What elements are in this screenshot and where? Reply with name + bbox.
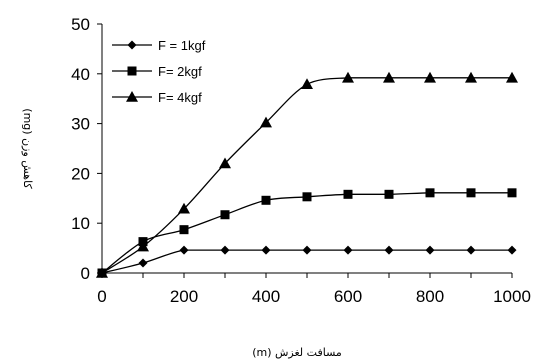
y-tick-label: 30: [71, 115, 90, 134]
data-point-s3-8: [424, 71, 436, 83]
legend-marker-3: [126, 91, 138, 102]
data-point-s1-9: [466, 245, 476, 255]
legend-label-2: F= 2kgf: [158, 64, 202, 79]
x-tick-label: 0: [97, 287, 106, 306]
y-axis-label: کاهش وزن (mg): [21, 108, 34, 189]
data-point-s3-1: [137, 240, 149, 252]
data-point-s1-10: [507, 245, 517, 255]
legend-marker-1: [127, 40, 137, 50]
axes: 0 10 20 30 40 50 0 200 400 600 800 1000: [71, 15, 531, 306]
series-lines: [101, 77, 512, 274]
y-tick-label: 50: [71, 15, 90, 34]
data-point-s1-1: [138, 258, 148, 268]
legend-label-1: F = 1kgf: [158, 38, 206, 53]
data-point-s3-6: [342, 71, 354, 83]
data-point-s2-3: [220, 210, 230, 220]
data-point-s1-7: [384, 245, 394, 255]
legend: F = 1kgf F= 2kgf F= 4kgf: [112, 38, 206, 105]
y-tick-label: 20: [71, 164, 90, 183]
x-tick-label: 1000: [493, 287, 531, 306]
series-line-2: [101, 192, 512, 274]
data-point-s3-7: [383, 71, 395, 83]
series-markers: [96, 71, 518, 278]
data-point-s2-5: [302, 192, 312, 202]
data-point-s1-4: [261, 245, 271, 255]
x-tick-label: 800: [416, 287, 444, 306]
data-point-s2-8: [425, 188, 435, 198]
x-axis-label: مسافت لغزش (m): [252, 346, 342, 359]
x-tick-label: 400: [252, 287, 280, 306]
data-point-s3-5: [301, 78, 313, 90]
y-tick-label: 40: [71, 65, 90, 84]
x-tick-label: 200: [170, 287, 198, 306]
data-point-s2-9: [466, 188, 476, 198]
data-point-s1-3: [220, 245, 230, 255]
data-point-s1-2: [179, 245, 189, 255]
data-point-s2-4: [261, 195, 271, 205]
data-point-s2-6: [343, 189, 353, 199]
data-point-s2-7: [384, 189, 394, 199]
series-line-3: [101, 77, 512, 274]
legend-marker-2: [127, 66, 137, 76]
data-point-s3-2: [178, 202, 190, 214]
data-point-s1-5: [302, 245, 312, 255]
data-point-s1-6: [343, 245, 353, 255]
data-point-s3-10: [506, 71, 518, 83]
data-point-s3-3: [219, 157, 231, 169]
data-point-s3-4: [260, 116, 272, 128]
legend-label-3: F= 4kgf: [158, 90, 202, 105]
data-point-s1-8: [425, 245, 435, 255]
y-tick-label: 10: [71, 214, 90, 233]
data-point-s2-10: [507, 188, 517, 198]
data-point-s3-9: [465, 71, 477, 83]
data-point-s2-2: [179, 225, 189, 235]
y-tick-label: 0: [81, 264, 90, 283]
x-tick-label: 600: [334, 287, 362, 306]
